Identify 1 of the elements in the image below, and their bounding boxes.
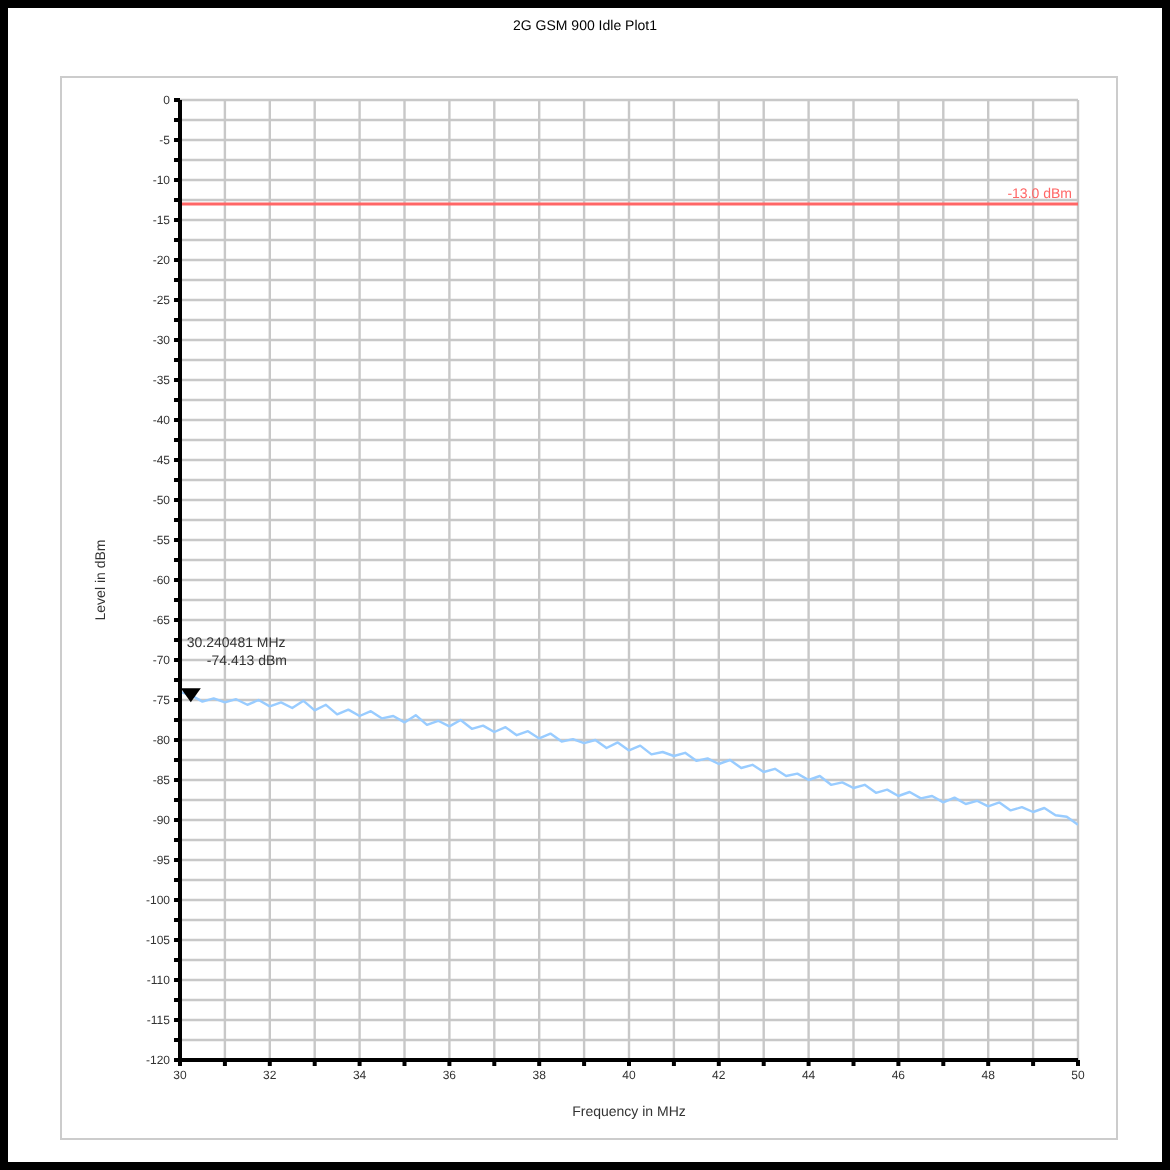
line-series <box>180 690 1078 826</box>
